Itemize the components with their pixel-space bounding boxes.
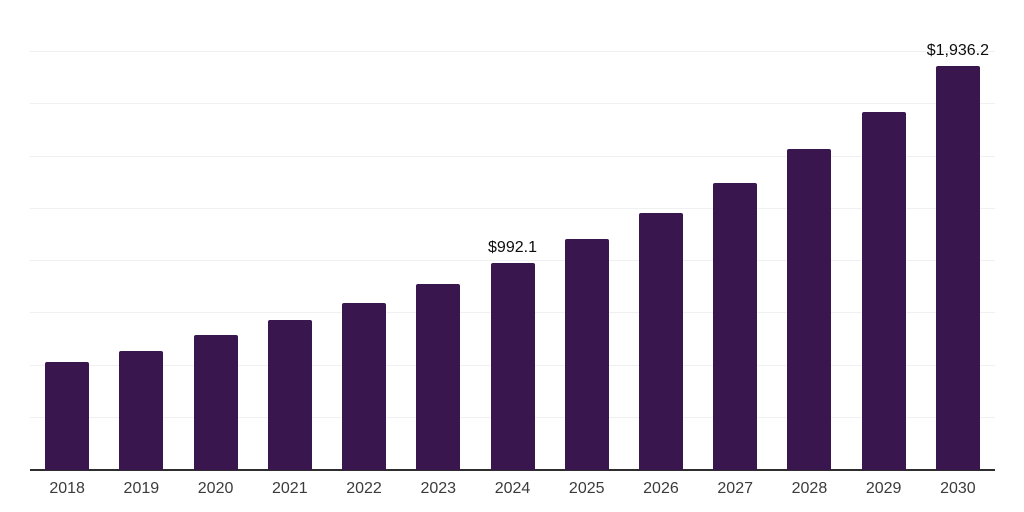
x-tick-2020: 2020 <box>197 480 234 497</box>
bar-2023 <box>416 283 461 470</box>
x-tick-2027: 2027 <box>717 480 753 497</box>
x-axis-labels: 2018 2019 2020 2021 2022 2023 2024 2025 2026 2027… <box>30 480 995 504</box>
gridline-1500 <box>30 155 995 157</box>
bar-2019 <box>119 350 164 470</box>
gridline-1750 <box>30 103 995 105</box>
x-axis-line <box>30 469 995 471</box>
x-tick-2022: 2022 <box>346 480 382 497</box>
bar-2028 <box>787 149 832 470</box>
bar-2027 <box>713 183 758 470</box>
bar-2030 <box>935 65 980 470</box>
bar-2029 <box>861 111 906 470</box>
x-tick-2026: 2026 <box>643 480 679 497</box>
plot-area: $992.1 $1,936.2 <box>30 0 995 471</box>
x-tick-2021: 2021 <box>272 480 308 497</box>
bar-2020 <box>193 335 238 470</box>
value-label-2024: $992.1 <box>488 238 537 256</box>
bar-2025 <box>564 239 609 470</box>
bar-2018 <box>45 361 90 470</box>
x-tick-2029: 2029 <box>865 480 902 497</box>
gridline-2000 <box>30 51 995 53</box>
bar-2024 <box>490 262 535 470</box>
value-label-2030: $1,936.2 <box>926 41 990 59</box>
x-tick-2023: 2023 <box>420 480 457 497</box>
x-tick-2028: 2028 <box>791 480 828 497</box>
gridline-1000 <box>30 260 995 262</box>
x-tick-2024: 2024 <box>494 480 531 497</box>
bar-2021 <box>267 319 312 470</box>
gridline-1250 <box>30 207 995 209</box>
x-tick-2030: 2030 <box>940 480 976 497</box>
bar-2026 <box>638 212 683 470</box>
bar-2022 <box>342 302 387 470</box>
x-tick-2025: 2025 <box>568 480 605 497</box>
x-tick-2018: 2018 <box>49 480 85 497</box>
x-tick-2019: 2019 <box>123 480 160 497</box>
